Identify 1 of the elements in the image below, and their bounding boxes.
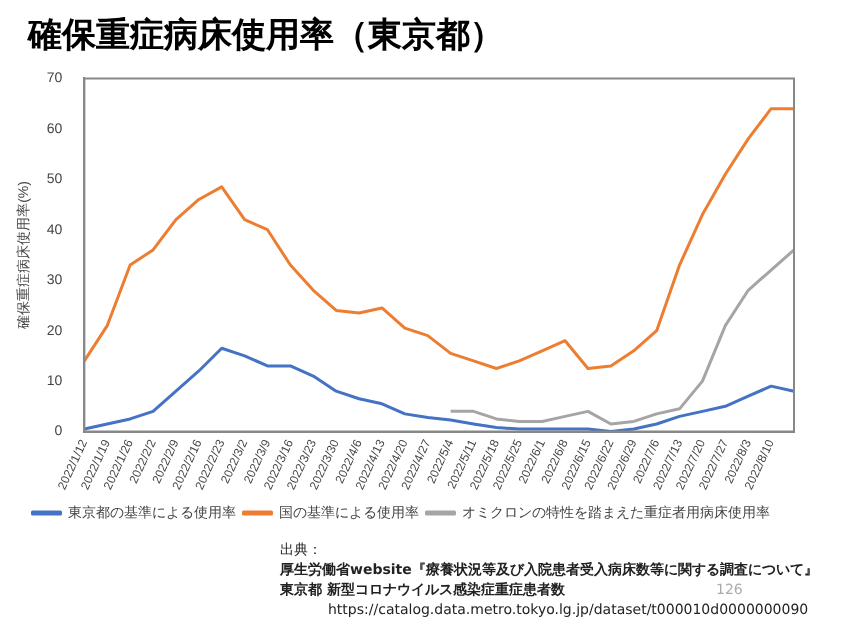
- chart-title: 確保重症病床使用率（東京都）: [25, 14, 506, 60]
